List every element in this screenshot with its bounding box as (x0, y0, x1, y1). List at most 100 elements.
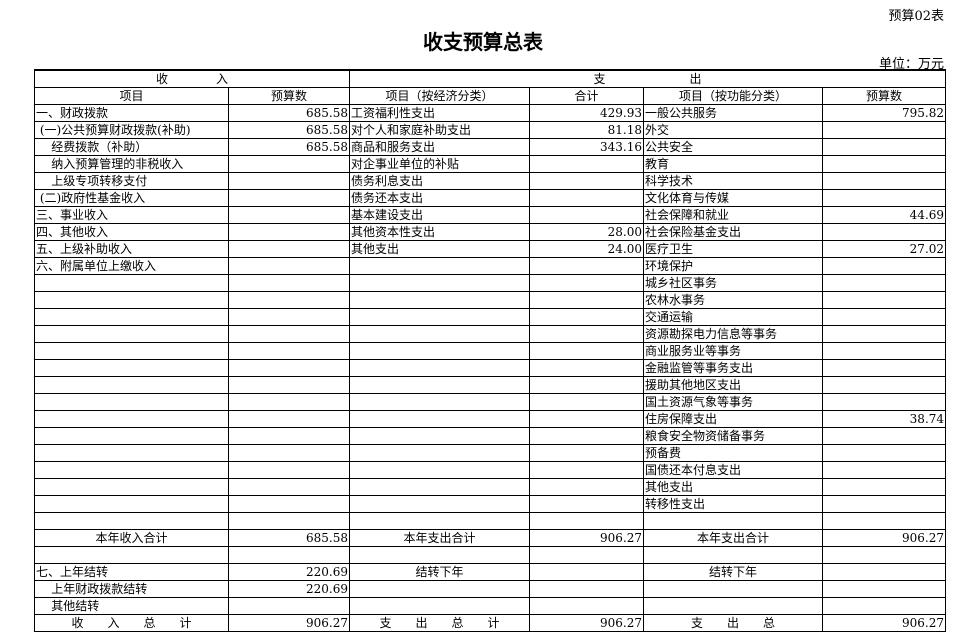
summary-row: 七、上年结转 220.69 结转下年 结转下年 (34, 563, 947, 581)
economic-item-cell: 对个人和家庭补助支出 (349, 121, 531, 139)
economic-total-cell (529, 155, 645, 173)
function-item-summary-cell (643, 580, 824, 598)
economic-item-cell (349, 478, 531, 496)
income-section-header: 收 入 (33, 69, 351, 88)
col-header-economic-item: 项目（按经济分类） (349, 87, 531, 105)
income-budget-cell (227, 223, 351, 241)
table-row: (二)政府性基金收入 债务还本支出 文化体育与传媒 (34, 189, 947, 207)
function-item-cell: 粮食安全物资储备事务 (643, 427, 824, 445)
income-budget-cell (227, 274, 351, 292)
function-budget-cell (822, 512, 947, 530)
economic-item-cell (349, 359, 531, 377)
income-item-cell: (二)政府性基金收入 (34, 189, 229, 207)
function-budget-cell (822, 308, 947, 326)
function-budget-cell (822, 121, 947, 139)
economic-item-cell (349, 376, 531, 394)
table-row: 三、事业收入 基本建设支出 社会保障和就业 44.69 (34, 206, 947, 224)
function-item-cell: 金融监管等事务支出 (643, 359, 824, 377)
income-budget-cell (227, 206, 351, 224)
income-budget-cell (227, 512, 351, 530)
function-budget-cell (822, 325, 947, 343)
function-budget-cell: 44.69 (822, 206, 947, 224)
function-budget-cell (822, 172, 947, 190)
function-item-cell (643, 512, 824, 530)
function-budget-cell: 27.02 (822, 240, 947, 258)
economic-total-cell (529, 359, 645, 377)
function-item-cell: 交通运输 (643, 308, 824, 326)
table-row: 四、其他收入 其他资本性支出 28.00 社会保险基金支出 (34, 223, 947, 241)
income-budget-summary-cell: 220.69 (227, 563, 351, 581)
income-budget-cell (227, 410, 351, 428)
economic-item-cell (349, 461, 531, 479)
income-item-summary-cell: 本年收入合计 (34, 529, 229, 547)
economic-item-cell: 商品和服务支出 (349, 138, 531, 156)
economic-total-cell (529, 172, 645, 190)
economic-item-summary-cell (349, 580, 531, 598)
function-budget-summary-cell (822, 597, 947, 615)
expense-section-header: 支 出 (349, 69, 947, 88)
function-item-cell: 预备费 (643, 444, 824, 462)
income-budget-cell (227, 427, 351, 445)
function-budget-summary-cell: 906.27 (822, 614, 947, 632)
economic-total-summary-cell (529, 563, 645, 581)
income-item-cell (34, 478, 229, 496)
function-budget-cell (822, 461, 947, 479)
income-budget-cell (227, 342, 351, 360)
function-budget-cell: 795.82 (822, 104, 947, 122)
economic-item-cell (349, 274, 531, 292)
col-header-economic-total: 合计 (529, 87, 645, 105)
economic-item-summary-cell: 支 出 总 计 (349, 614, 531, 632)
summary-row: 其他结转 (34, 597, 947, 615)
function-item-cell: 援助其他地区支出 (643, 376, 824, 394)
income-item-cell (34, 376, 229, 394)
function-item-summary-cell (643, 597, 824, 615)
economic-item-cell (349, 393, 531, 411)
income-budget-cell (227, 240, 351, 258)
income-budget-cell (227, 155, 351, 173)
function-budget-cell (822, 257, 947, 275)
income-item-cell: 六、附属单位上缴收入 (34, 257, 229, 275)
function-budget-cell (822, 393, 947, 411)
economic-total-cell (529, 461, 645, 479)
economic-total-summary-cell (529, 546, 645, 564)
section-header-row: 收 入 支 出 (33, 69, 947, 88)
table-row: 粮食安全物资储备事务 (34, 427, 947, 445)
economic-item-cell (349, 512, 531, 530)
table-row: 农林水事务 (34, 291, 947, 309)
income-budget-summary-cell (227, 597, 351, 615)
economic-total-summary-cell (529, 580, 645, 598)
income-item-cell (34, 359, 229, 377)
economic-item-cell: 其他资本性支出 (349, 223, 531, 241)
function-budget-cell (822, 495, 947, 513)
income-item-summary-cell: 收 入 总 计 (34, 614, 229, 632)
economic-item-summary-cell (349, 546, 531, 564)
function-item-summary-cell: 本年支出合计 (643, 529, 824, 547)
col-header-income-budget: 预算数 (227, 87, 351, 105)
table-row: 六、附属单位上缴收入 环境保护 (34, 257, 947, 275)
function-item-cell: 文化体育与传媒 (643, 189, 824, 207)
income-item-cell: 纳入预算管理的非税收入 (34, 155, 229, 173)
table-row: 金融监管等事务支出 (34, 359, 947, 377)
function-item-summary-cell: 支 出 总 (643, 614, 824, 632)
economic-item-cell (349, 257, 531, 275)
function-item-summary-cell: 结转下年 (643, 563, 824, 581)
summary-row: 上年财政拨款结转 220.69 (34, 580, 947, 598)
table-row: 预备费 (34, 444, 947, 462)
income-budget-cell (227, 393, 351, 411)
page-title: 收支预算总表 (423, 30, 543, 54)
function-item-cell: 社会保障和就业 (643, 206, 824, 224)
economic-total-cell: 429.93 (529, 104, 645, 122)
table-row: 援助其他地区支出 (34, 376, 947, 394)
function-item-summary-cell (643, 546, 824, 564)
col-header-income-item: 项目 (34, 87, 229, 105)
economic-item-cell (349, 444, 531, 462)
function-budget-summary-cell: 906.27 (822, 529, 947, 547)
income-item-cell (34, 325, 229, 343)
function-item-cell: 科学技术 (643, 172, 824, 190)
function-budget-cell (822, 342, 947, 360)
income-item-cell: 经费拨款（补助） (34, 138, 229, 156)
economic-total-cell (529, 478, 645, 496)
economic-item-summary-cell: 结转下年 (349, 563, 531, 581)
table-row: 商业服务业等事务 (34, 342, 947, 360)
summary-row: 收 入 总 计 906.27 支 出 总 计 906.27 支 出 总 906.27 (34, 614, 947, 632)
